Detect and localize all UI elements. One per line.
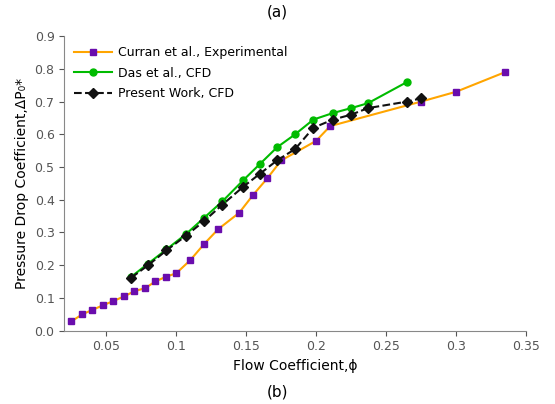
Curran et al., Experimental (152, 279, 159, 284)
Curran et al., Experimental (278, 158, 285, 163)
Das et al., CFD (240, 178, 247, 183)
Text: (a): (a) (267, 4, 288, 19)
Das et al., CFD (219, 199, 226, 204)
Present Work, CFD (310, 125, 317, 130)
Present Work, CFD (145, 263, 152, 267)
Curran et al., Experimental (79, 312, 86, 317)
Present Work, CFD (163, 248, 170, 253)
Curran et al., Experimental (250, 192, 256, 197)
Curran et al., Experimental (163, 274, 170, 279)
Line: Curran et al., Experimental: Curran et al., Experimental (68, 69, 508, 325)
Present Work, CFD (257, 171, 264, 176)
Legend: Curran et al., Experimental, Das et al., CFD, Present Work, CFD: Curran et al., Experimental, Das et al.,… (70, 42, 291, 104)
Y-axis label: Pressure Drop Coefficient,ΔP₀*: Pressure Drop Coefficient,ΔP₀* (15, 78, 29, 289)
Curran et al., Experimental (418, 99, 425, 104)
Curran et al., Experimental (201, 242, 208, 246)
Present Work, CFD (292, 147, 299, 152)
Present Work, CFD (404, 99, 411, 104)
Das et al., CFD (348, 106, 355, 111)
Curran et al., Experimental (215, 227, 221, 231)
Present Work, CFD (219, 202, 226, 207)
Curran et al., Experimental (173, 271, 180, 276)
Curran et al., Experimental (142, 286, 149, 290)
Curran et al., Experimental (327, 124, 334, 128)
Curran et al., Experimental (68, 319, 74, 324)
Present Work, CFD (365, 106, 371, 111)
Curran et al., Experimental (121, 294, 128, 299)
Curran et al., Experimental (502, 70, 508, 75)
Curran et al., Experimental (453, 89, 460, 94)
Das et al., CFD (404, 80, 411, 84)
Das et al., CFD (201, 215, 208, 220)
Present Work, CFD (348, 112, 355, 117)
Present Work, CFD (201, 219, 208, 223)
Curran et al., Experimental (100, 303, 107, 307)
Present Work, CFD (183, 233, 189, 238)
Das et al., CFD (128, 274, 135, 279)
Present Work, CFD (240, 184, 247, 189)
Das et al., CFD (145, 261, 152, 266)
Present Work, CFD (330, 117, 336, 122)
X-axis label: Flow Coefficient,ϕ: Flow Coefficient,ϕ (233, 359, 357, 373)
Present Work, CFD (418, 96, 425, 101)
Das et al., CFD (257, 161, 264, 166)
Das et al., CFD (310, 117, 317, 122)
Curran et al., Experimental (131, 289, 138, 294)
Das et al., CFD (163, 247, 170, 252)
Present Work, CFD (274, 158, 280, 163)
Curran et al., Experimental (187, 258, 194, 263)
Curran et al., Experimental (89, 307, 95, 312)
Das et al., CFD (330, 111, 336, 116)
Line: Das et al., CFD: Das et al., CFD (128, 78, 411, 280)
Text: (b): (b) (267, 385, 288, 400)
Curran et al., Experimental (313, 139, 320, 143)
Curran et al., Experimental (264, 176, 270, 181)
Curran et al., Experimental (110, 299, 117, 303)
Das et al., CFD (365, 101, 371, 105)
Das et al., CFD (274, 145, 280, 150)
Das et al., CFD (292, 132, 299, 137)
Line: Present Work, CFD: Present Work, CFD (128, 95, 425, 281)
Present Work, CFD (128, 275, 135, 280)
Das et al., CFD (183, 231, 189, 236)
Curran et al., Experimental (236, 210, 243, 215)
